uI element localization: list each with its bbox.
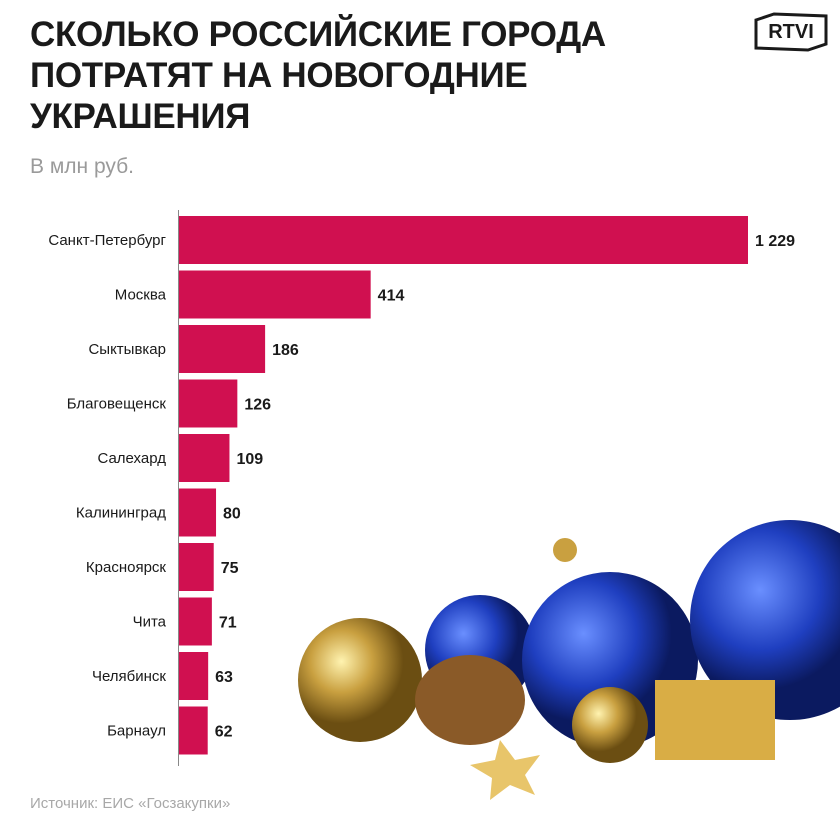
bar <box>179 325 266 373</box>
source-note: Источник: ЕИС «Госзакупки» <box>30 795 231 812</box>
bar <box>179 434 230 482</box>
bar <box>179 597 212 646</box>
page-title: СКОЛЬКО РОССИЙСКИЕ ГОРОДА ПОТРАТЯТ НА НО… <box>30 15 606 136</box>
bar <box>179 379 238 428</box>
category-label: Чита <box>133 614 167 631</box>
value-label: 1 229 <box>755 233 795 250</box>
value-label: 71 <box>219 615 237 632</box>
bar <box>179 706 208 755</box>
value-label: 126 <box>244 397 271 414</box>
value-label: 80 <box>223 506 241 523</box>
value-label: 109 <box>236 451 263 468</box>
value-label: 186 <box>272 342 299 359</box>
bar <box>179 488 217 537</box>
category-label: Москва <box>115 287 167 304</box>
category-label: Челябинск <box>92 668 166 685</box>
category-label: Калининград <box>76 505 166 522</box>
bar <box>179 652 209 700</box>
category-label: Санкт-Петербург <box>48 232 166 249</box>
value-label: 62 <box>215 724 233 741</box>
value-label: 75 <box>221 560 239 577</box>
category-label: Барнаул <box>107 723 166 740</box>
bar <box>179 543 214 591</box>
bar <box>179 270 371 319</box>
rtvi-logo: RTVI <box>752 12 830 52</box>
bar <box>179 216 748 264</box>
chart-subtitle: В млн руб. <box>30 155 135 178</box>
category-label: Сыктывкар <box>88 341 166 358</box>
category-label: Благовещенск <box>67 396 167 413</box>
category-label: Красноярск <box>86 559 167 576</box>
category-label: Салехард <box>97 450 166 467</box>
value-label: 63 <box>215 669 233 686</box>
value-label: 414 <box>378 288 405 305</box>
